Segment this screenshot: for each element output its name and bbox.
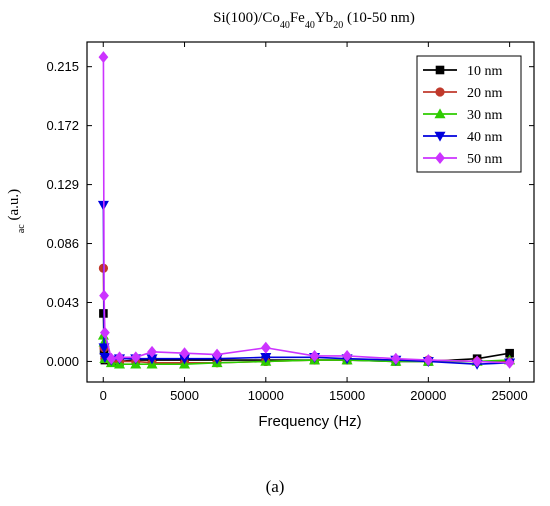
legend-label: 30 nm [467,108,503,123]
x-tick-label: 0 [100,388,107,403]
data-point [114,351,125,364]
series-line [102,57,510,364]
series-40-nm [97,200,516,370]
legend-item: 10 nm [423,64,503,79]
data-point [98,343,110,354]
data-point [472,355,482,368]
x-tick-label: 25000 [492,388,528,403]
legend: 10 nm 20 nm 30 nm 40 nm 50 nm [416,55,522,173]
y-tick-label: 0.000 [46,354,79,369]
y-tick-label: 0.172 [46,118,79,133]
text-part: Yb [315,10,333,26]
subscript-text: 40 [280,20,290,31]
y-tick-label: 0.086 [46,236,79,251]
legend-item: 30 nm [423,108,503,123]
data-point [504,356,515,369]
data-point [147,345,157,358]
x-tick-label: 15000 [329,388,365,403]
subscript-text: 40 [305,20,315,31]
legend-marker [434,108,446,119]
legend-marker [435,152,445,164]
data-point [179,347,190,360]
legend-label: 20 nm [467,86,503,101]
data-point [309,349,320,362]
text-part: (a.u.) [6,189,22,224]
data-point [390,352,401,365]
y-tick-label: 0.043 [46,295,79,310]
legend-item: 40 nm [423,130,503,145]
series-50-nm [98,51,515,369]
series-layer [97,51,516,370]
text-part: (10-50 nm) [343,10,415,26]
legend-label: 10 nm [467,64,503,79]
data-point [423,354,434,367]
data-point [98,51,109,64]
data-point [342,349,352,362]
x-tick-label: 20000 [410,388,446,403]
x-tick-label: 10000 [248,388,284,403]
axes: 0 5000 10000 15000 20000 25000 0.000 0.043 0.086… [46,42,534,403]
legend-marker [435,87,445,97]
plot-frame [86,41,535,383]
text-part: Fe [290,10,305,26]
data-point [106,352,117,365]
legend-item: 20 nm [423,86,503,101]
data-point [130,351,141,364]
series-line [102,268,510,364]
legend-label: 50 nm [467,152,503,167]
y-axis-label: ac (a.u.) [6,189,27,233]
subscript-text: ac [16,224,27,233]
legend-marker [435,65,445,75]
y-tick-label: 0.215 [46,59,79,74]
text-part: Si(100)/Co [213,10,280,26]
legend-marker [434,131,446,142]
chart-title: Si(100)/Co40Fe40Yb20 (10-50 nm) [213,10,415,31]
data-point [260,341,271,354]
x-tick-label: 5000 [170,388,199,403]
data-point [212,348,222,361]
data-point [99,326,110,339]
data-point [99,289,109,302]
subscript-text: 20 [333,20,343,31]
legend-item: 50 nm [423,152,503,167]
x-axis-label: Frequency (Hz) [258,413,361,430]
y-tick-label: 0.129 [46,177,79,192]
figure-caption: (a) [266,477,285,496]
series-line [102,205,510,365]
legend-label: 40 nm [467,130,503,145]
